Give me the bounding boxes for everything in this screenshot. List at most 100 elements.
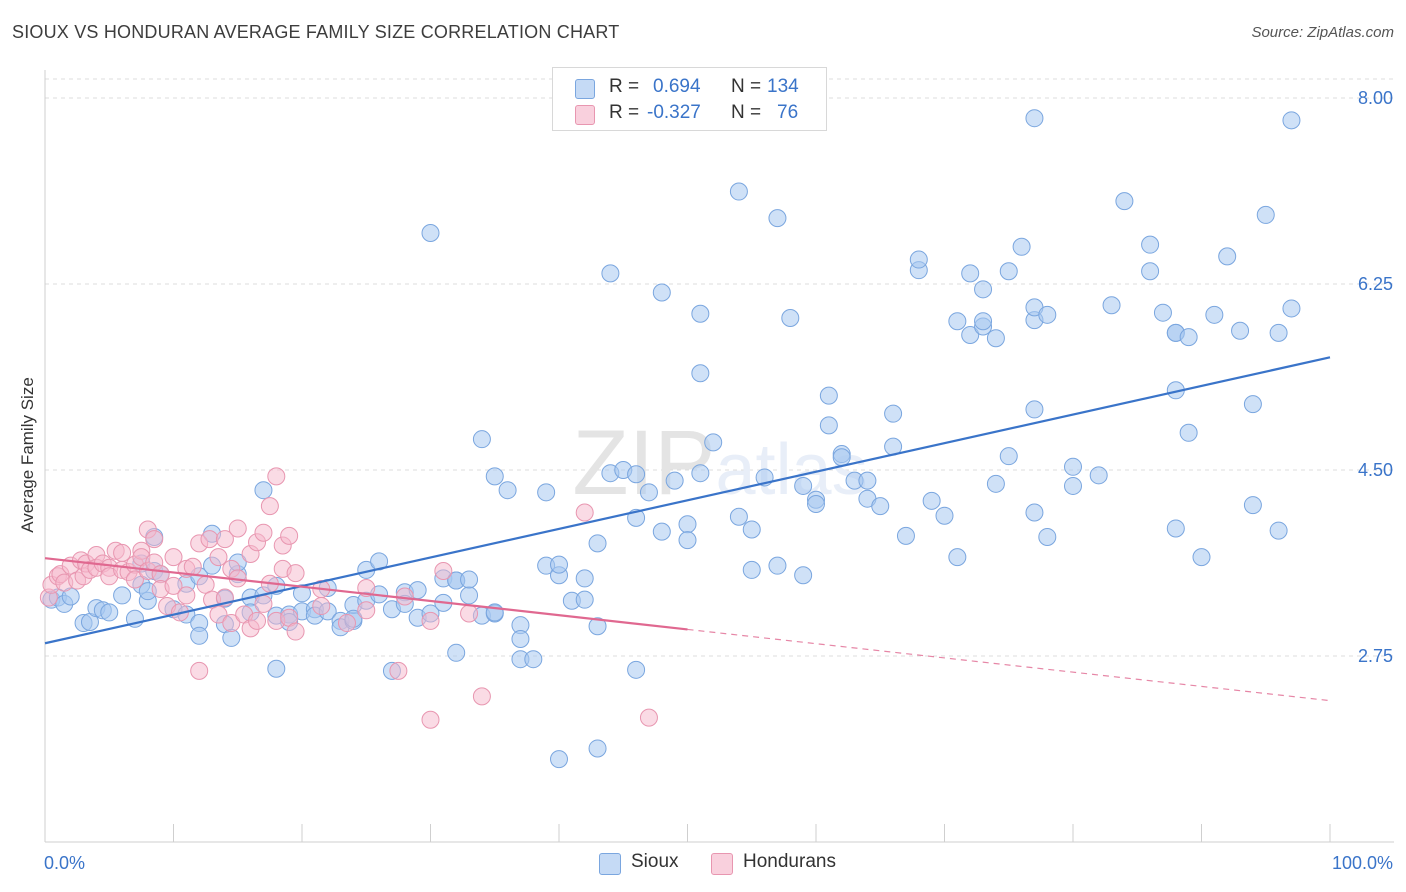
sioux-point — [575, 569, 594, 588]
sioux-point — [1064, 476, 1082, 495]
sioux-point — [550, 750, 568, 769]
sioux-point — [986, 474, 1005, 493]
sioux-point — [948, 548, 967, 567]
sioux-point — [1166, 519, 1185, 538]
correlation-legend: R = 0.694 N = 134 R = -0.327 N = 76 — [552, 67, 827, 131]
sioux-point — [511, 629, 530, 648]
bottom-legend-label-hondurans: Hondurans — [743, 851, 836, 872]
sioux-point — [768, 209, 787, 228]
legend-r-value: 0.694 — [653, 76, 701, 97]
sioux-point — [1269, 521, 1288, 540]
sioux-point — [691, 304, 710, 323]
sioux-point — [1038, 527, 1057, 546]
sioux-point — [1269, 323, 1288, 342]
sioux-point — [1102, 296, 1121, 315]
hondurans-point — [286, 622, 305, 641]
hondurans-point — [222, 614, 241, 633]
sioux-point — [1038, 305, 1057, 324]
hondurans-point — [209, 548, 228, 567]
sioux-point — [909, 250, 928, 269]
sioux-point — [999, 262, 1018, 281]
sioux-point — [485, 467, 504, 486]
sioux-point — [691, 464, 710, 483]
sioux-point — [729, 182, 748, 201]
hondurans-point — [164, 576, 183, 595]
sioux-point — [1179, 328, 1198, 347]
sioux-point — [986, 329, 1005, 348]
legend-r-value: -0.327 — [647, 102, 701, 123]
legend-n-value: 134 — [767, 76, 799, 97]
watermark-atlas: atlas — [716, 430, 868, 510]
sioux-point — [974, 280, 993, 299]
hondurans-point — [254, 594, 273, 613]
hondurans-point — [639, 708, 658, 727]
hondurans-trend-extension — [687, 628, 1331, 702]
tick-labels: 8.00 6.25 4.50 2.75 0.0% 100.0% — [44, 88, 1393, 873]
sioux-point — [1025, 109, 1044, 128]
sioux-point — [639, 483, 658, 502]
sioux-point — [1231, 321, 1250, 340]
sioux-point — [1179, 423, 1198, 442]
sioux-point — [858, 471, 877, 490]
hondurans-point — [280, 526, 299, 545]
x-tick-label-max: 100.0% — [1332, 853, 1393, 873]
sioux-point — [588, 739, 607, 758]
hondurans-point — [248, 611, 267, 630]
axes — [44, 70, 1394, 843]
sioux-point — [190, 626, 209, 645]
source-label: Source: ZipAtlas.com — [1251, 24, 1394, 41]
hondurans-point — [113, 543, 132, 562]
bottom-legend-swatch-hondurans — [711, 853, 733, 875]
bottom-legend-swatch-sioux — [599, 853, 621, 875]
sioux-point — [974, 312, 993, 331]
sioux-point — [627, 660, 646, 679]
sioux-point — [293, 584, 311, 603]
sioux-point — [588, 534, 607, 553]
sioux-point — [460, 570, 479, 589]
sioux-point — [460, 586, 479, 605]
sioux-point — [665, 471, 684, 490]
hondurans-point — [260, 497, 279, 516]
grid-lines — [45, 78, 1394, 657]
sioux-point — [627, 465, 646, 484]
sioux-point — [1025, 503, 1044, 522]
sioux-point — [1025, 400, 1044, 419]
sioux-point — [588, 617, 607, 636]
hondurans-point — [215, 530, 234, 549]
hondurans-point — [228, 519, 247, 538]
sioux-point — [961, 264, 980, 283]
hondurans-point — [286, 564, 305, 583]
sioux-point — [999, 447, 1018, 466]
sioux-point — [794, 476, 813, 495]
legend-n-label: N = — [731, 76, 762, 97]
legend-swatch-hondurans — [575, 105, 595, 125]
y-tick-label: 8.00 — [1358, 88, 1393, 108]
sioux-point — [781, 309, 800, 328]
hondurans-point — [209, 605, 228, 624]
legend-n-label: N = — [731, 102, 762, 123]
sioux-point — [819, 416, 838, 435]
sioux-point — [742, 560, 761, 579]
sioux-point — [678, 531, 697, 550]
hondurans-point — [177, 586, 196, 605]
sioux-point — [729, 507, 748, 526]
hondurans-point — [434, 561, 453, 580]
sioux-point — [794, 566, 813, 585]
sioux-point — [1282, 111, 1301, 130]
sioux-point — [447, 643, 466, 662]
sioux-point — [537, 483, 556, 502]
legend-r-label: R = — [609, 102, 640, 123]
hondurans-point — [312, 597, 331, 616]
hondurans-point — [267, 467, 286, 486]
sioux-point — [113, 586, 132, 605]
chart-title: SIOUX VS HONDURAN AVERAGE FAMILY SIZE CO… — [12, 22, 620, 42]
sioux-point — [935, 506, 954, 525]
sioux-point — [1141, 262, 1160, 281]
sioux-point — [1115, 192, 1134, 211]
legend-r-label: R = — [609, 76, 640, 97]
sioux-point — [1089, 466, 1108, 485]
sioux-trend-line — [44, 356, 1331, 645]
y-tick-label: 4.50 — [1358, 460, 1393, 480]
hondurans-point — [183, 557, 202, 576]
